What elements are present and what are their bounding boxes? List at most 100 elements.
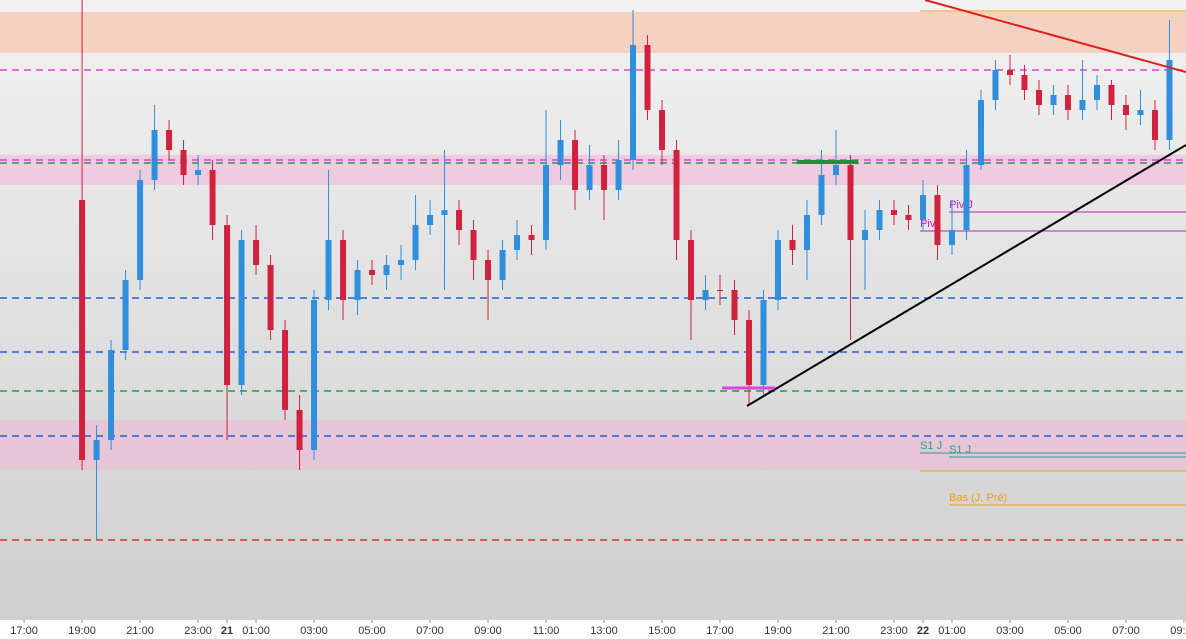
candle-body	[470, 230, 477, 260]
candle-body	[659, 110, 666, 150]
pivot-label: S1 J	[920, 440, 942, 452]
candle-body	[876, 210, 883, 230]
candle-body	[673, 150, 680, 240]
x-tick-label: 22	[917, 625, 929, 637]
x-tick-label: 03:00	[300, 625, 328, 637]
x-tick-label: 03:00	[996, 625, 1024, 637]
x-tick-label: 21:00	[126, 625, 154, 637]
candle-body	[702, 290, 709, 300]
candle-body	[1151, 110, 1158, 140]
x-tick-label: 23:00	[880, 625, 908, 637]
candle-body	[1093, 85, 1100, 100]
candle-body	[1021, 75, 1028, 90]
candle-body	[1050, 95, 1057, 105]
candle-body	[296, 410, 303, 450]
candle-body	[760, 300, 767, 385]
pivot-label: Piv	[920, 218, 936, 230]
zone	[0, 12, 1186, 53]
x-tick-label: 13:00	[590, 625, 618, 637]
candle-body	[209, 170, 216, 225]
candle-body	[746, 320, 753, 385]
candle-body	[543, 165, 550, 240]
x-tick-label: 01:00	[938, 625, 966, 637]
candle-body	[398, 260, 405, 265]
candle-body	[325, 240, 332, 300]
candle-body	[905, 215, 912, 220]
plot-background	[0, 0, 1186, 620]
x-tick-label: 19:00	[68, 625, 96, 637]
x-tick-label: 19:00	[764, 625, 792, 637]
candle-body	[992, 70, 999, 100]
x-tick-label: 11:00	[533, 625, 560, 637]
candle-body	[441, 210, 448, 215]
candle-body	[818, 175, 825, 215]
pivot-label: S1 J	[949, 444, 971, 456]
candle-body	[586, 165, 593, 190]
candle-body	[311, 300, 318, 450]
candle-body	[1122, 105, 1129, 115]
pivot-label: Bas (J, Pré)	[949, 492, 1007, 504]
candle-body	[847, 165, 854, 240]
candle-body	[731, 290, 738, 320]
candle-body	[557, 140, 564, 165]
candle-body	[151, 130, 158, 180]
candle-body	[238, 240, 245, 385]
candle-body	[1006, 70, 1013, 75]
candle-body	[499, 250, 506, 280]
candle-body	[528, 235, 535, 240]
x-tick-label: 07:00	[1112, 625, 1140, 637]
candle-body	[383, 265, 390, 275]
zone	[0, 420, 1186, 470]
x-tick-label: 09:00	[474, 625, 502, 637]
candle-body	[369, 270, 376, 275]
x-tick-label: 05:00	[1054, 625, 1082, 637]
candle-body	[108, 350, 115, 440]
candle-body	[267, 265, 274, 330]
candle-body	[630, 45, 637, 160]
candle-body	[514, 235, 521, 250]
candle-body	[340, 240, 347, 300]
x-tick-label: 05:00	[358, 625, 386, 637]
trendline	[924, 0, 1186, 73]
candle-body	[1079, 100, 1086, 110]
candle-body	[832, 165, 839, 175]
candle-body	[861, 230, 868, 240]
candle-body	[1064, 95, 1071, 110]
x-tick-label: 23:00	[184, 625, 212, 637]
candle-body	[919, 195, 926, 220]
candle-body	[122, 280, 129, 350]
x-tick-label: 17:00	[10, 625, 38, 637]
candle-body	[282, 330, 289, 410]
candle-body	[804, 215, 811, 250]
x-tick-label: 09:00	[1170, 625, 1186, 637]
candle-body	[572, 140, 579, 190]
candle-body	[195, 170, 202, 175]
candle-body	[688, 240, 695, 300]
trendline	[746, 144, 1186, 407]
candle-body	[775, 240, 782, 300]
candle-body	[963, 165, 970, 230]
candle-body	[354, 270, 361, 300]
candle-body	[93, 440, 100, 460]
candle-body	[137, 180, 144, 280]
candle-body	[412, 225, 419, 260]
x-tick-label: 07:00	[416, 625, 444, 637]
candle-body	[1166, 60, 1173, 140]
candle-body	[485, 260, 492, 280]
candle-body	[948, 230, 955, 245]
candle-body	[717, 290, 724, 291]
candle-body	[1137, 110, 1144, 115]
candle-body	[427, 215, 434, 225]
candle-body	[615, 160, 622, 190]
candle-body	[977, 100, 984, 165]
candle-body	[934, 195, 941, 245]
candle-body	[456, 210, 463, 230]
candle-body	[224, 225, 231, 385]
candle-body	[789, 240, 796, 250]
x-tick-label: 21:00	[822, 625, 850, 637]
candle-body	[79, 200, 86, 460]
candle-body	[1108, 85, 1115, 105]
time-axis	[0, 620, 1186, 639]
x-tick-label: 15:00	[648, 625, 676, 637]
